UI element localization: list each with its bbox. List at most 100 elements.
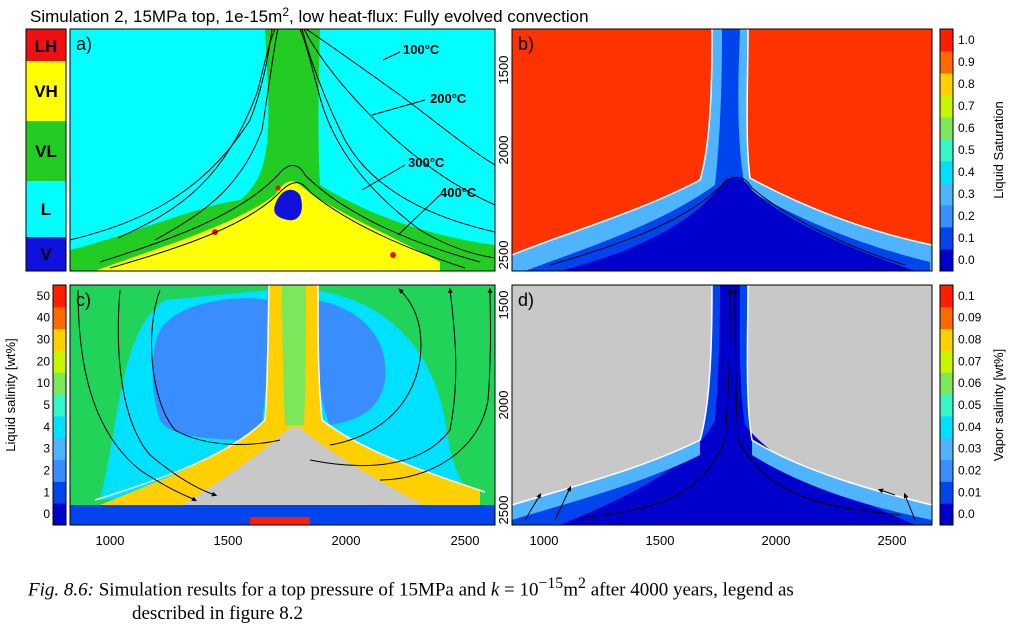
x-tick-label: 2000 <box>332 533 361 548</box>
legend-swatch-vh <box>26 61 66 121</box>
colorbar-tick-label: 10 <box>37 376 51 390</box>
phase-legend: LH VH VL L V <box>25 28 67 272</box>
colorbar-tick-label: 0.05 <box>958 398 982 412</box>
colorbar-segment <box>940 394 953 417</box>
caption-unit: m <box>563 579 579 601</box>
legend-label-vl: VL <box>35 142 57 161</box>
panel-d-flowlines <box>524 287 916 521</box>
x-tick-label: 1000 <box>530 533 559 548</box>
title-rest: , low heat-flux: Fully evolved convectio… <box>289 7 589 26</box>
colorbar-segment <box>940 415 953 439</box>
colorbar-title-liquid-salinity: Liquid salinity [wt%] <box>3 338 18 451</box>
colorbar-vapor-salinity: 0.1 0.09 0.08 0.07 0.06 0.05 0.04 0.03 0.02 0.01 0… <box>939 284 982 526</box>
colorbar-tick-label: 0.09 <box>958 311 982 325</box>
y-tick-label: 2500 <box>496 241 511 270</box>
colorbar-segment <box>940 51 953 74</box>
panel-a-vl-region <box>70 29 495 271</box>
caption-text-b: = 10 <box>499 579 539 601</box>
panel-d <box>512 285 932 525</box>
panel-c-halite-zone <box>150 426 465 525</box>
caption-math-k: k <box>490 579 500 601</box>
depth-axis-d: 1500 2000 2500 <box>496 291 511 525</box>
colorbar-segment <box>940 503 953 526</box>
panel-c-plume-core <box>282 285 306 425</box>
legend-label-lh: LH <box>35 37 58 56</box>
colorbar-segment <box>53 350 66 373</box>
colorbar-tick-label: 0.06 <box>958 376 982 390</box>
legend-swatch-vl <box>26 121 66 181</box>
colorbar-tick-label: 0.0 <box>958 253 975 267</box>
isotherm-label-200: 200°C <box>430 91 467 106</box>
colorbar-segment <box>53 372 66 395</box>
colorbar-tick-label: 0.0 <box>958 507 975 521</box>
colorbar-segment <box>940 139 953 162</box>
colorbar-segment <box>940 205 953 228</box>
panel-a-isotherms <box>70 29 495 269</box>
legend-swatch-v <box>26 237 66 271</box>
colorbar-tick-label: 0 <box>43 507 50 521</box>
colorbar-tick-label: 1.0 <box>958 33 975 47</box>
panel-c-blue-lobe-left <box>152 298 269 440</box>
panel-a <box>70 29 495 271</box>
legend-label-l: L <box>41 200 51 219</box>
legend-swatch-l <box>26 181 66 237</box>
colorbar-tick-label: 0.03 <box>958 442 982 456</box>
colorbar-segment <box>53 459 66 482</box>
panel-a-vh-region <box>95 181 440 271</box>
x-tick-label: 2000 <box>762 533 791 548</box>
panel-label-c: c) <box>76 290 91 310</box>
colorbar-segment <box>53 306 66 330</box>
colorbar-segment <box>940 481 953 504</box>
colorbar-segment <box>53 285 66 308</box>
y-tick-label: 1500 <box>496 56 511 85</box>
colorbar-segment <box>940 117 953 140</box>
panel-c-bottom-lh <box>250 517 310 525</box>
colorbar-segment <box>53 481 66 504</box>
x-tick-label: 2500 <box>451 533 480 548</box>
colorbar-tick-label: 0.08 <box>958 333 982 347</box>
colorbar-tick-label: 30 <box>37 333 51 347</box>
panel-c <box>70 285 495 525</box>
colorbar-title-vapor-salinity: Vapor salinity [wt%] <box>991 349 1006 461</box>
colorbar-tick-label: 0.1 <box>958 289 975 303</box>
colorbar-tick-label: 2 <box>43 463 50 477</box>
colorbar-tick-label: 0.02 <box>958 463 982 477</box>
colorbar-segment <box>940 350 953 373</box>
isotherm-label-100: 100°C <box>403 42 440 57</box>
panel-c-bottom-fringe <box>70 505 495 525</box>
panel-a-vapor-core <box>274 189 302 221</box>
panel-label-d: d) <box>518 290 534 310</box>
colorbar-tick-label: 4 <box>43 420 50 434</box>
legend-label-v: V <box>40 245 52 264</box>
colorbar-segment <box>53 394 66 417</box>
colorbar-segment <box>940 372 953 395</box>
colorbar-tick-label: 40 <box>37 311 51 325</box>
colorbar-tick-label: 0.4 <box>958 165 975 179</box>
colorbar-segment <box>940 183 953 206</box>
x-tick-label: 1500 <box>214 533 243 548</box>
figure-caption: Fig. 8.6: Simulation results for a top p… <box>28 572 1013 626</box>
caption-text-a: Simulation results for a top pressure of… <box>98 579 491 601</box>
figure-title: Simulation 2, 15MPa top, 1e-15m2, low he… <box>30 5 589 26</box>
panel-a-lh-spot <box>390 252 396 258</box>
panel-a-lh-spot <box>275 185 281 191</box>
y-tick-label: 2000 <box>496 136 511 165</box>
colorbar-tick-label: 0.04 <box>958 420 982 434</box>
colorbar-tick-label: 0.8 <box>958 77 975 91</box>
panel-label-a: a) <box>76 34 92 54</box>
isotherm-label-400: 400°C <box>440 185 477 200</box>
colorbar-segment <box>940 437 953 461</box>
colorbar-segment <box>940 328 953 351</box>
caption-exponent: −15 <box>538 575 564 592</box>
title-main: Simulation 2, 15MPa top, 1e-15m <box>30 7 282 26</box>
colorbar-liquid-saturation: 1.0 0.9 0.8 0.7 0.6 0.5 0.4 0.3 0.2 0.1 0.0 <box>939 28 975 272</box>
colorbar-tick-label: 0.1 <box>958 231 975 245</box>
panel-d-plume-fringe <box>512 440 700 520</box>
panel-c-blue-lobe-right <box>315 300 386 425</box>
colorbar-segment <box>940 285 953 308</box>
colorbar-segment <box>940 73 953 96</box>
colorbar-segment <box>940 306 953 330</box>
caption-text-c: after 4000 years, legend as <box>585 579 794 601</box>
caption-lead: Fig. 8.6: <box>28 579 94 601</box>
